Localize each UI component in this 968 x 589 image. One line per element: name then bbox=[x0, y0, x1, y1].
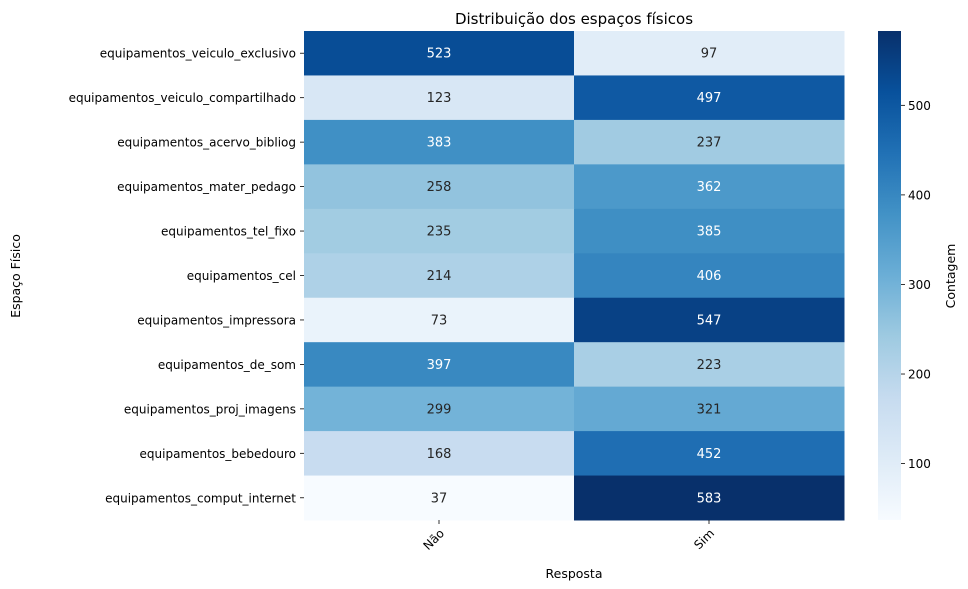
cell-value-label: 452 bbox=[697, 447, 722, 462]
cell-value-label: 397 bbox=[427, 358, 452, 373]
y-tick-labels: equipamentos_veiculo_exclusivo equipament… bbox=[69, 47, 304, 505]
heatmap-cell bbox=[574, 253, 845, 299]
cell-value-label: 123 bbox=[427, 91, 452, 106]
cell-value-label: 385 bbox=[697, 225, 722, 240]
heatmap-cell bbox=[574, 342, 845, 388]
y-tick-label: equipamentos_mater_pedago bbox=[117, 180, 296, 194]
x-tick-label: Não bbox=[420, 526, 447, 553]
y-tick-label: equipamentos_de_som bbox=[158, 358, 296, 372]
colorbar-tick-label: 400 bbox=[908, 188, 931, 202]
colorbar-tick-label: 100 bbox=[908, 457, 931, 471]
y-tick-label: equipamentos_acervo_bibliog bbox=[117, 136, 296, 150]
y-tick-label: equipamentos_impressora bbox=[137, 313, 296, 327]
heatmap-cell bbox=[304, 119, 575, 165]
cell-value-label: 73 bbox=[431, 313, 448, 328]
heatmap-cell bbox=[574, 431, 845, 477]
heatmap-cell bbox=[304, 208, 575, 254]
y-tick-label: equipamentos_tel_fixo bbox=[161, 225, 296, 239]
x-tick-label: Sim bbox=[691, 526, 717, 552]
heatmap-cell bbox=[304, 386, 575, 432]
x-axis-label: Resposta bbox=[546, 566, 603, 581]
heatmap-cell bbox=[304, 75, 575, 121]
y-tick-label: equipamentos_veiculo_exclusivo bbox=[100, 47, 296, 61]
y-tick-label: equipamentos_cel bbox=[187, 269, 296, 283]
cell-value-label: 299 bbox=[427, 402, 452, 417]
y-tick-label: equipamentos_comput_internet bbox=[105, 491, 296, 505]
colorbar-tick-label: 200 bbox=[908, 368, 931, 382]
cell-value-label: 237 bbox=[697, 136, 722, 151]
y-tick-label: equipamentos_bebedouro bbox=[140, 447, 296, 461]
colorbar-tick-label: 500 bbox=[908, 99, 931, 113]
heatmap-cell bbox=[304, 253, 575, 299]
heatmap-cell bbox=[574, 119, 845, 165]
heatmap-cell bbox=[574, 208, 845, 254]
colorbar-label: Contagem bbox=[943, 244, 958, 309]
cell-value-label: 223 bbox=[697, 358, 722, 373]
cell-value-label: 583 bbox=[697, 491, 722, 506]
cell-value-label: 214 bbox=[427, 269, 452, 284]
y-tick-label: equipamentos_proj_imagens bbox=[124, 402, 296, 416]
heatmap-cells: 523 97 123 497 383 237 258 362 235 385 214 406 73 547… bbox=[304, 31, 845, 521]
heatmap-cell bbox=[304, 475, 575, 521]
heatmap-cell bbox=[304, 297, 575, 343]
cell-value-label: 168 bbox=[427, 447, 452, 462]
colorbar-tick-label: 300 bbox=[908, 278, 931, 292]
heatmap-cell bbox=[574, 75, 845, 121]
heatmap-cell bbox=[574, 475, 845, 521]
cell-value-label: 37 bbox=[431, 491, 448, 506]
colorbar bbox=[878, 31, 901, 520]
colorbar-ticks: 100 200 300 400 500 bbox=[901, 99, 931, 471]
cell-value-label: 362 bbox=[697, 180, 722, 195]
heatmap-cell bbox=[574, 386, 845, 432]
heatmap-cell bbox=[304, 164, 575, 210]
cell-value-label: 497 bbox=[697, 91, 722, 106]
cell-value-label: 406 bbox=[697, 269, 722, 284]
heatmap-cell bbox=[304, 431, 575, 477]
heatmap-cell bbox=[574, 164, 845, 210]
x-tick-labels: Não Sim bbox=[420, 520, 717, 553]
heatmap-cell bbox=[574, 31, 845, 76]
heatmap-cell bbox=[574, 297, 845, 343]
cell-value-label: 547 bbox=[697, 313, 722, 328]
heatmap-cell bbox=[304, 342, 575, 388]
cell-value-label: 523 bbox=[427, 47, 452, 62]
chart-title: Distribuição dos espaços físicos bbox=[455, 10, 693, 28]
heatmap-cell bbox=[304, 31, 575, 76]
cell-value-label: 97 bbox=[701, 47, 718, 62]
y-tick-label: equipamentos_veiculo_compartilhado bbox=[69, 91, 296, 105]
cell-value-label: 321 bbox=[697, 402, 722, 417]
cell-value-label: 258 bbox=[427, 180, 452, 195]
cell-value-label: 383 bbox=[427, 136, 452, 151]
cell-value-label: 235 bbox=[427, 225, 452, 240]
y-axis-label: Espaço Físico bbox=[8, 234, 23, 318]
